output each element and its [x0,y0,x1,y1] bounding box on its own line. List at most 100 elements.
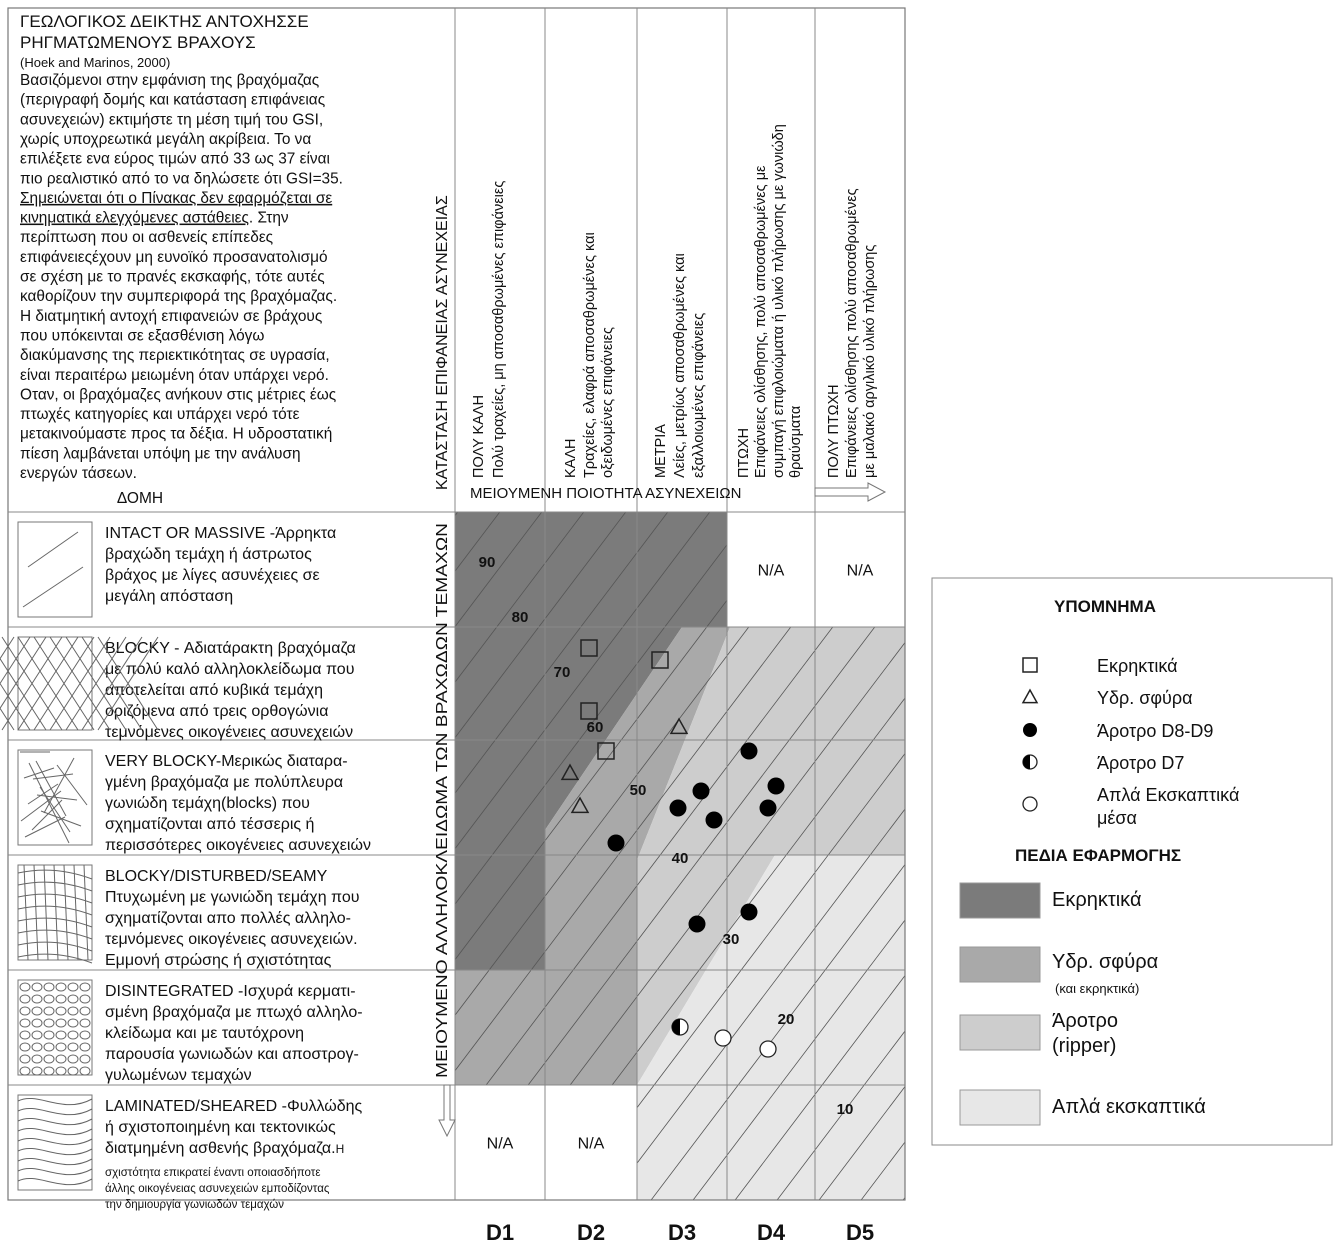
gsi-diagram: ΓΕΩΛΟΓΙΚΟΣ ΔΕΙΚΤΗΣ ΑΝΤΟΧΗΣΣΕΡΗΓΜΑΤΩΜΕΝΟΥ… [0,0,1339,1253]
row-description: αποτελείται από κυβικά τεμάχη [105,682,323,699]
paragraph-line: χωρίς υποχρεωτικά μεγάλη ακρίβεια. Το να [20,131,311,148]
paragraph-line: επιλέξετε ενα εύρος τιμών από 33 ως 37 ε… [20,151,330,168]
legend-symbol-label: μέσα [1097,808,1137,828]
paragraph-segment: καθορίζουν την συμπεριφορά της βραχόμαζα… [20,288,337,305]
legend-swatch [960,1015,1040,1050]
gsi-label: 90 [479,554,496,571]
paragraph-segment: σε σχέση με το πρανές εκσκαφής, τότε αυτ… [20,269,325,286]
column-header: Λείες, μετρίως αποσαθρωμένες και [672,253,688,478]
symbol-dot [760,800,777,817]
column-header: ΠΟΛΥ ΠΤΩΧΗ [826,384,842,478]
icon-line [0,637,14,730]
column-header: ΚΑΛΗ [563,439,579,479]
legend-swatch [960,883,1040,918]
symbol-circle [715,1030,731,1046]
row-description: LAMINATED/SHEARED -Φυλλώδης [105,1098,363,1115]
legend-swatch [960,1090,1040,1125]
paragraph-segment: Οταν, οι βραχόμαζες ανήκουν στις μέτριες… [20,386,336,403]
paragraph-line: Οταν, οι βραχόμαζες ανήκουν στις μέτριες… [20,386,336,403]
legend-symbol-label: Απλά Εκσκαπτικά [1097,785,1239,805]
paragraph-line: επιφάνειεςέχουν μη ευνοϊκό προσανατολισμ… [20,249,328,266]
gsi-label: 30 [723,931,740,948]
symbol-dot [768,778,785,795]
row-description: ή σχιστοποιημένη και τεκτονικώς [105,1119,336,1136]
paragraph-segment: κινηματικά ελεγχόμενες αστάθειες [20,210,249,227]
column-id: D2 [577,1220,605,1245]
paragraph-segment: πίεση λαμβάνεται υπόψη με την ανάλυση [20,445,301,462]
paragraph-line: πιο ρεαλιστικό από το να δηλώσετε ότι GS… [20,170,343,187]
column-header: συμπαγή επιφλοιώματα ή υλικό πλήρωσης με… [771,124,787,478]
column-header: Πολύ τραχείες, μη αποσαθρωμένες επιφάνει… [491,181,507,478]
citation: (Hoek and Marinos, 2000) [20,55,170,70]
structure-icon [18,637,92,730]
symbol-circle [760,1041,776,1057]
quality-arrow-label: ΜΕΙΟΥΜΕΝΗ ΠΟΙΟΤΗΤΑ ΑΣΥΝΕΧΕΙΩΝ [470,485,741,502]
gsi-label: 10 [837,1101,854,1118]
paragraph-segment: περίπτωση που οι ασθενείς επίπεδες [20,229,273,246]
legend-zone-label: (ripper) [1052,1035,1116,1057]
symbol-dot [693,783,710,800]
paragraph-line: πτωχές κατηγορίες και υπάρχει νερό τότε [20,406,300,423]
hatch-line [0,480,20,1220]
row-description: παρουσία γωνιωδών και αποστρογ- [105,1046,359,1063]
column-header: ΠΤΩΧΗ [736,428,752,478]
row-note: την δημιουργία γωνιωδών τεμαχών [105,1199,284,1211]
legend-swatch [960,947,1040,982]
paragraph-line: ασυνεχειών) εκτιμήστε τη μέση τιμή του G… [20,111,323,128]
column-header: Επιφάνειες ολίσθησης, πολύ αποσαθρωμένες… [753,165,769,478]
legend-zone-label: Απλά εκσκαπτικά [1052,1096,1206,1118]
row-note: άλλης οικογένειας ασυνεχειών εμποδίζοντα… [105,1183,330,1195]
surface-axis: ΚΑΤΑΣΤΑΣΗ ΕΠΙΦΑΝΕΙΑΣ ΑΣΥΝΕΧΕΙΑΣ [434,195,451,490]
paragraph-line: πίεση λαμβάνεται υπόψη με την ανάλυση [20,445,301,462]
column-header: θραύσματα [788,406,804,478]
column-id: D4 [757,1220,786,1245]
paragraph-segment: είναι περαιτέρω μειωμένη όταν υπάρχει νε… [20,367,329,384]
gsi-label: 80 [512,609,529,626]
row-note: σχιστότητα επικρατεί έναντι οποιασδήποτε [105,1167,320,1179]
row-description: VERY BLOCKY-Μερικώς διαταρα- [105,753,348,770]
row-description: σμένη βραχόμαζα με πτωχό αλληλο- [105,1004,363,1021]
paragraph-line: σε σχέση με το πρανές εκσκαφής, τότε αυτ… [20,269,325,286]
legend-symbol-label: Υδρ. σφύρα [1097,688,1193,708]
paragraph-segment: χωρίς υποχρεωτικά μεγάλη ακρίβεια. Το να [20,131,311,148]
paragraph-line: (περιγραφή δομής και κατάσταση επιφάνεια… [20,92,325,109]
paragraph-segment: Σημειώνεται ότι ο Πίνακας δεν εφαρμόζετα… [20,190,332,207]
column-id: D5 [846,1220,874,1245]
structure-label: ΔΟΜΗ [117,490,163,507]
paragraph-segment: ενεργών τάσεων. [20,465,137,482]
column-header: εξαλλοιωμένες επιφάνειες [691,313,707,478]
zones-title: ΠΕΔΙΑ ΕΦΑΡΜΟΓΗΣ [1015,846,1181,865]
na-cell: N/A [758,563,785,580]
column-header: Επιφάνειες ολίσθησης πολύ αποσαθρωμένες [844,188,860,478]
row-description: DISINTEGRATED -Ισχυρά κερματι- [105,983,356,1000]
row-description: οριζόμενα από τρεις ορθογώνια [105,703,328,720]
gsi-label: 70 [554,664,571,681]
row-description: βράχος με λίγες ασυνέχειες σε [105,567,320,584]
paragraph-line: κινηματικά ελεγχόμενες αστάθειες. Στην [20,210,289,227]
row-description: BLOCKY/DISTURBED/SEAMY [105,868,328,885]
structure-icon [18,980,92,1075]
paragraph-segment: μετακινούμαστε προς τα δέξια. Η υδροστατ… [20,426,332,443]
legend-zone-note: (και εκρηκτικά) [1055,981,1139,996]
interlock-arrow [439,1085,455,1136]
row-description: INTACT OR MASSIVE -Άρρηκτα [105,525,336,542]
column-id: D1 [486,1220,514,1245]
row-description: διατμημένη ασθενής βραχόμαζα.Η [105,1140,344,1157]
row-description: γμένη βραχόμαζα με πολύπλευρα [105,774,343,791]
paragraph-segment: πτωχές κατηγορίες και υπάρχει νερό τότε [20,406,300,423]
row-description: βραχώδη τεμάχη ή άστρωτος [105,546,312,563]
paragraph-line: περίπτωση που οι ασθενείς επίπεδες [20,229,273,246]
row-description: γυλωμένων τεμαχών [105,1067,252,1084]
symbol-dot [741,904,758,921]
row-description: κλείδωμα και με ταυτόχρονη [105,1025,304,1042]
symbol-dot [741,743,758,760]
paragraph-line: Η διατμητική αντοχή επιφανειών σε βράχου… [20,308,322,325]
row-description: σχηματίζονται απο πολλές αλληλο- [105,910,351,927]
na-cell: N/A [487,1136,514,1153]
symbol-dot [706,812,723,829]
icon-line [0,637,14,730]
na-cell: N/A [578,1136,605,1153]
paragraph-line: διακύμανσης της περιεκτικότητας σε υγρασ… [20,347,330,364]
symbol-circle [1023,797,1037,811]
paragraph-segment: . Στην [249,210,289,227]
